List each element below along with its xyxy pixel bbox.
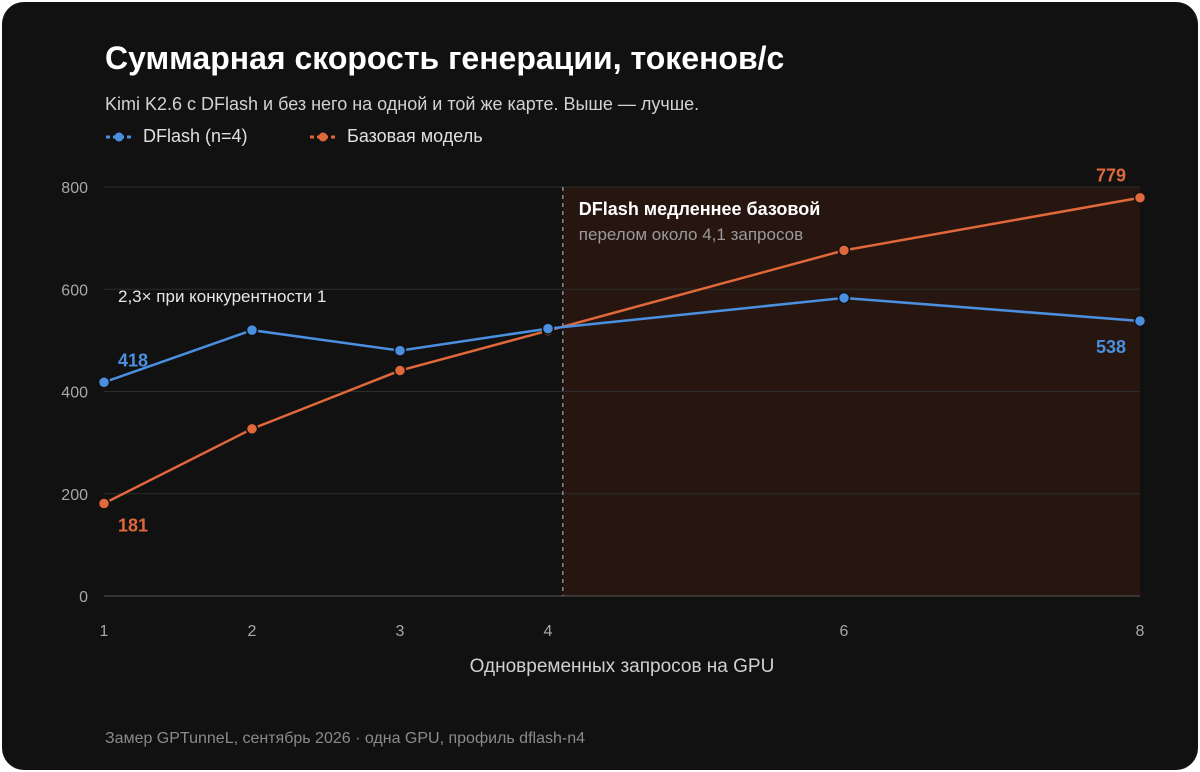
data-point-dflash [245, 323, 259, 337]
legend-item-dflash: DFlash (n=4) [105, 126, 248, 147]
data-point-base [393, 364, 407, 377]
y-tick-label: 0 [79, 589, 88, 606]
x-tick-label: 4 [544, 623, 553, 640]
data-point-dflash [393, 344, 407, 357]
x-tick-label: 1 [100, 623, 109, 640]
x-tick-label: 8 [1136, 623, 1145, 640]
legend-label-base: Базовая модель [347, 126, 483, 146]
data-label: 779 [1096, 166, 1126, 186]
data-label: 418 [118, 350, 148, 370]
y-tick-label: 200 [61, 487, 88, 504]
data-point-dflash [1133, 314, 1147, 328]
y-tick-label: 800 [61, 180, 88, 197]
ratio-annotation: 2,3× при конкурентности 1 [118, 287, 326, 306]
series-line-base [103, 196, 1141, 505]
crossover-note: перелом около 4,1 запросов [579, 225, 803, 244]
data-point-base [837, 244, 851, 257]
legend-swatch-dflash [106, 132, 132, 141]
legend-item-base: Базовая модель [309, 126, 483, 147]
data-point-dflash [541, 322, 555, 335]
x-tick-label: 3 [396, 623, 405, 640]
x-tick-label: 2 [248, 623, 257, 640]
legend-label-dflash: DFlash (n=4) [143, 126, 248, 146]
data-point-base [1133, 191, 1147, 204]
chart-title: Суммарная скорость генерации, токенов/с [105, 40, 785, 76]
data-point-base [245, 422, 259, 436]
chart-subtitle: Kimi K2.6 с DFlash и без него на одной и… [105, 94, 700, 114]
data-point-base [97, 497, 111, 510]
data-point-dflash [97, 376, 111, 389]
legend-swatch-base [310, 132, 336, 141]
data-label: 181 [118, 515, 148, 535]
y-tick-label: 600 [61, 282, 88, 299]
x-tick-label: 6 [840, 623, 849, 640]
y-tick-label: 400 [61, 385, 88, 402]
x-axis-title: Одновременных запросов на GPU [470, 656, 775, 677]
data-point-dflash [837, 291, 851, 305]
crossover-title: DFlash медленнее базовой [579, 199, 820, 219]
series-line-dflash [103, 296, 1141, 384]
data-label: 538 [1096, 337, 1126, 357]
footer-note: Замер GPTunneL, сентябрь 2026 · одна GPU… [105, 730, 585, 747]
